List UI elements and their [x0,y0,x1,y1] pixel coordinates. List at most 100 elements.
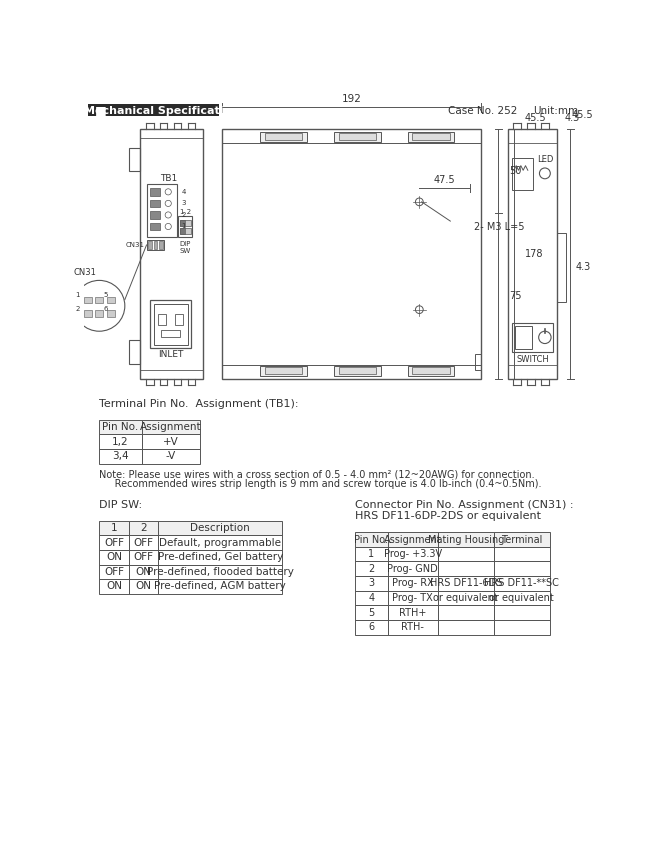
Text: HRS DF11-6DP-2DS or equivalent: HRS DF11-6DP-2DS or equivalent [355,511,541,521]
Bar [99,535,129,550]
Text: HRS DF11-6DS: HRS DF11-6DS [429,578,502,589]
Bar [494,561,549,576]
Text: or equivalent: or equivalent [489,593,554,603]
Bar [265,133,302,140]
Bar [107,310,115,316]
Bar [438,547,494,561]
Bar [158,521,282,535]
Bar [99,579,129,594]
Text: Mating Housing: Mating Housing [427,534,504,544]
Text: 2: 2 [75,306,80,312]
Bar [355,620,387,634]
Bar [438,561,494,576]
Bar [149,211,161,219]
Text: Prog- RX: Prog- RX [392,578,433,589]
Bar [334,365,381,376]
Bar [387,547,438,561]
Text: OFF: OFF [104,538,124,548]
Text: Prog- +3.3V: Prog- +3.3V [384,550,442,559]
Text: 4: 4 [369,593,375,603]
Bar [99,449,142,464]
Text: CN31: CN31 [126,242,145,248]
Bar [99,550,129,565]
Bar [261,365,307,376]
Bar [159,241,163,248]
Text: 192: 192 [342,94,361,104]
Text: 2: 2 [140,523,147,533]
Bar [129,535,158,550]
Bar [129,579,158,594]
Text: TB1: TB1 [159,174,177,183]
Bar [180,220,191,226]
Text: INLET: INLET [158,350,183,359]
Text: 1 2: 1 2 [180,209,191,215]
Text: 45.5: 45.5 [572,110,594,120]
Text: OFF: OFF [133,552,153,562]
Text: or equivalent: or equivalent [433,593,498,603]
Bar [158,315,166,325]
Bar [513,323,553,352]
Bar [355,605,387,620]
Bar [494,605,549,620]
Text: 6: 6 [103,306,108,312]
Text: Pre-defined, AGM battery: Pre-defined, AGM battery [154,582,286,591]
Text: RTH-: RTH- [401,622,424,633]
Bar [339,133,376,140]
Text: Default, programmable: Default, programmable [159,538,281,548]
Bar [387,605,438,620]
Text: RTH+: RTH+ [399,608,426,617]
Bar [557,232,565,302]
Bar [475,354,481,370]
Bar [387,561,438,576]
Bar [142,449,200,464]
Text: 45.5: 45.5 [525,113,547,123]
Bar [139,129,203,379]
Bar [158,535,282,550]
Bar [153,304,188,345]
Bar [387,533,438,547]
Bar [142,434,200,449]
Bar [149,199,161,207]
Bar [438,591,494,605]
Text: 5: 5 [368,608,375,617]
Bar [88,104,219,116]
Bar [387,620,438,634]
Text: Terminal: Terminal [501,534,542,544]
Bar [265,367,302,374]
Bar [107,297,115,303]
Bar [494,533,549,547]
Text: CN31: CN31 [74,268,96,277]
Bar [129,148,139,171]
Text: 1: 1 [182,224,186,230]
Text: 1: 1 [111,523,117,533]
Bar [129,521,158,535]
Bar [153,241,157,248]
Bar [355,561,387,576]
Text: 3: 3 [369,578,375,589]
Text: 1: 1 [75,292,80,298]
Text: Terminal Pin No.  Assignment (TB1):: Terminal Pin No. Assignment (TB1): [99,399,299,410]
Text: 50: 50 [509,166,522,176]
Bar [148,241,152,248]
Text: 3,4: 3,4 [113,451,129,461]
Text: 4: 4 [182,189,186,195]
Text: Recommended wires strip length is 9 mm and screw torque is 4.0 lb-inch (0.4~0.5N: Recommended wires strip length is 9 mm a… [99,479,542,489]
Bar [334,131,381,142]
Bar [129,550,158,565]
Text: +V: +V [163,437,179,447]
Bar [408,365,454,376]
Text: OFF: OFF [133,538,153,548]
Text: ON: ON [106,582,122,591]
Text: ON: ON [106,552,122,562]
Bar [95,297,103,303]
Text: DIP
SW: DIP SW [180,241,191,254]
Bar [180,228,191,234]
Bar [129,340,139,364]
Bar [438,620,494,634]
Bar [494,576,549,591]
Bar [339,367,376,374]
Bar [438,576,494,591]
Text: DIP SW:: DIP SW: [99,500,142,510]
Bar [95,310,103,316]
Bar [161,330,180,338]
